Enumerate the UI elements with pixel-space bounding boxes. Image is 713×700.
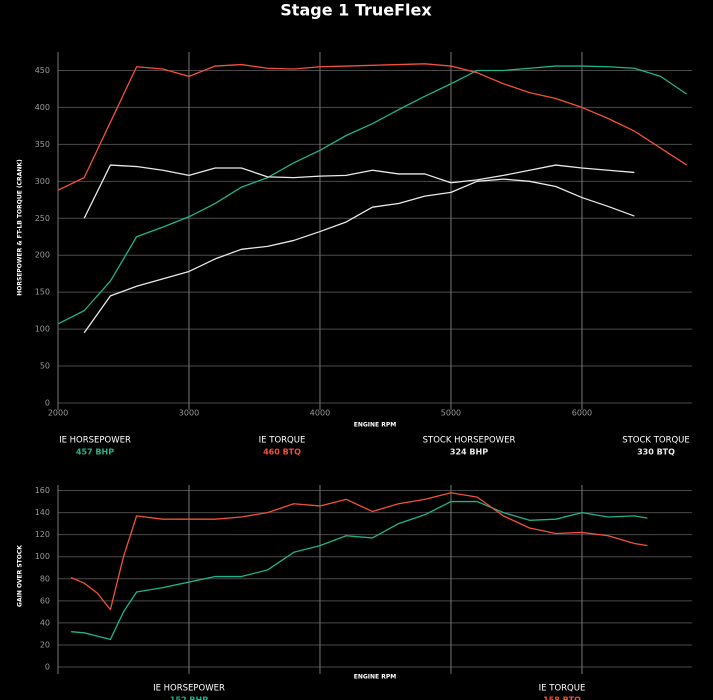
y-tick-label: 50 (40, 362, 50, 371)
legend-value: 457 BHP (76, 448, 114, 457)
y-tick-label: 80 (40, 574, 50, 583)
legend-name: IE HORSEPOWER (59, 436, 131, 446)
legend-value: 460 BTQ (263, 448, 301, 457)
y-tick-label: 120 (35, 530, 50, 539)
y-tick-label: 250 (35, 214, 50, 223)
legend-value: 324 BHP (450, 448, 488, 457)
x-tick-label: 5000 (441, 409, 461, 418)
series-line (71, 500, 648, 641)
x-tick-label: 4000 (310, 409, 330, 418)
legend-name: IE TORQUE (539, 684, 586, 694)
y-tick-label: 350 (35, 140, 50, 149)
y-tick-label: 100 (35, 325, 50, 334)
x-tick-label: 2000 (48, 409, 68, 418)
series-line (57, 65, 688, 325)
y-tick-label: 160 (35, 486, 50, 495)
series-line (70, 492, 648, 611)
series-line (83, 164, 635, 219)
y-tick-label: 60 (40, 596, 50, 605)
legend-name: STOCK TORQUE (622, 436, 690, 446)
x-tick-label: 6000 (572, 409, 592, 418)
y-tick-label: 0 (45, 663, 50, 672)
y-tick-label: 0 (45, 399, 50, 408)
y-tick-label: 100 (35, 552, 50, 561)
y-tick-label: 400 (35, 103, 50, 112)
legend-name: IE HORSEPOWER (153, 684, 225, 694)
y-tick-label: 200 (35, 251, 50, 260)
y-tick-label: 450 (35, 66, 50, 75)
legend-name: STOCK HORSEPOWER (423, 436, 516, 446)
x-tick-label: 3000 (179, 409, 199, 418)
legend-value: 152 BHP (170, 696, 208, 700)
y-tick-label: 140 (35, 508, 50, 517)
y-tick-label: 300 (35, 177, 50, 186)
y-tick-label: 20 (40, 640, 50, 649)
chart-title: Stage 1 TrueFlex (280, 1, 432, 20)
legend-name: IE TORQUE (259, 436, 306, 446)
series-line (83, 178, 635, 334)
x-axis-label: ENGINE RPM (354, 674, 397, 681)
legend-value: 158 BTQ (543, 696, 581, 700)
series-line (57, 63, 688, 191)
y-tick-label: 150 (35, 288, 50, 297)
legend-value: 330 BTQ (637, 448, 675, 457)
y-tick-label: 40 (40, 618, 50, 627)
x-axis-label: ENGINE RPM (354, 422, 397, 429)
y-axis-label: GAIN OVER STOCK (17, 545, 24, 607)
y-axis-label: HORSEPOWER & FT-LB TORQUE (CRANK) (17, 159, 24, 296)
